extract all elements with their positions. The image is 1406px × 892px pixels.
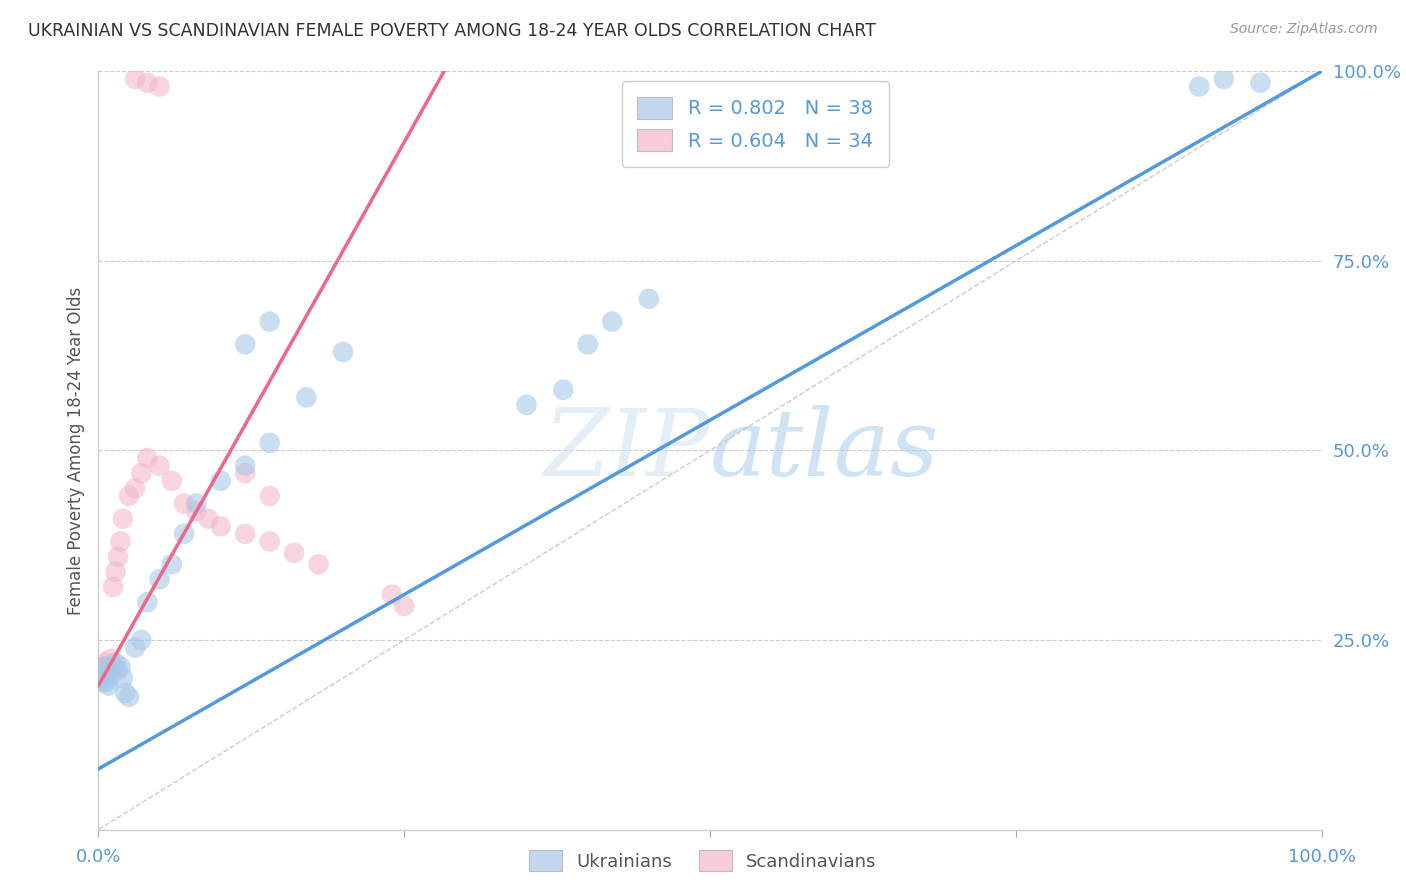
Point: [149, 573, 172, 587]
Point: [129, 467, 152, 481]
Point: [160, 474, 183, 488]
Point: [104, 656, 127, 670]
Point: [553, 383, 575, 397]
Point: [96, 674, 118, 689]
Point: [136, 595, 159, 609]
Point: [94, 659, 117, 673]
Point: [233, 337, 256, 351]
Point: [160, 557, 183, 572]
Point: [124, 640, 146, 655]
Legend: Ukrainians, Scandinavians: Ukrainians, Scandinavians: [522, 843, 884, 879]
Point: [93, 659, 115, 673]
Point: [111, 671, 134, 685]
Point: [101, 580, 124, 594]
Point: [118, 489, 141, 503]
Point: [259, 534, 281, 549]
Point: [173, 526, 195, 541]
Point: [94, 671, 117, 685]
Y-axis label: Female Poverty Among 18-24 Year Olds: Female Poverty Among 18-24 Year Olds: [66, 286, 84, 615]
Point: [308, 557, 330, 572]
Point: [259, 314, 281, 328]
Point: [600, 314, 623, 328]
Point: [392, 599, 416, 613]
Point: [259, 436, 281, 450]
Point: [90, 667, 112, 681]
Text: UKRAINIAN VS SCANDINAVIAN FEMALE POVERTY AMONG 18-24 YEAR OLDS CORRELATION CHART: UKRAINIAN VS SCANDINAVIAN FEMALE POVERTY…: [28, 22, 876, 40]
Point: [1249, 76, 1271, 90]
Point: [295, 391, 318, 405]
Text: ZIP: ZIP: [543, 406, 710, 495]
Point: [124, 72, 146, 87]
Point: [107, 664, 129, 678]
Point: [259, 489, 281, 503]
Point: [637, 292, 661, 306]
Point: [149, 79, 172, 94]
Point: [111, 512, 134, 526]
Point: [118, 690, 141, 704]
Point: [100, 652, 122, 666]
Point: [110, 659, 132, 673]
Point: [186, 504, 208, 518]
Point: [197, 512, 219, 526]
Point: [186, 496, 208, 510]
Point: [91, 659, 114, 673]
Text: Source: ZipAtlas.com: Source: ZipAtlas.com: [1230, 22, 1378, 37]
Point: [104, 565, 127, 579]
Point: [209, 519, 232, 533]
Point: [233, 458, 256, 473]
Point: [283, 546, 305, 560]
Point: [107, 549, 129, 564]
Point: [124, 482, 146, 496]
Point: [173, 496, 195, 510]
Legend: R = 0.802   N = 38, R = 0.604   N = 34: R = 0.802 N = 38, R = 0.604 N = 34: [621, 81, 889, 167]
Point: [1188, 79, 1211, 94]
Point: [91, 667, 114, 681]
Point: [332, 344, 354, 359]
Point: [89, 671, 111, 685]
Point: [129, 633, 152, 648]
Point: [136, 451, 159, 466]
Point: [233, 526, 256, 541]
Point: [93, 656, 115, 670]
Point: [90, 664, 112, 678]
Point: [515, 398, 537, 412]
Point: [1212, 72, 1234, 87]
Point: [100, 667, 122, 681]
Point: [209, 474, 232, 488]
Point: [114, 686, 136, 700]
Point: [381, 588, 404, 602]
Point: [101, 659, 124, 673]
Point: [136, 76, 159, 90]
Point: [89, 671, 111, 685]
Text: atlas: atlas: [710, 406, 939, 495]
Point: [110, 534, 132, 549]
Point: [91, 664, 114, 678]
Point: [91, 674, 114, 689]
Point: [149, 458, 172, 473]
Point: [97, 664, 120, 678]
Point: [97, 678, 120, 692]
Point: [576, 337, 599, 351]
Point: [233, 467, 256, 481]
